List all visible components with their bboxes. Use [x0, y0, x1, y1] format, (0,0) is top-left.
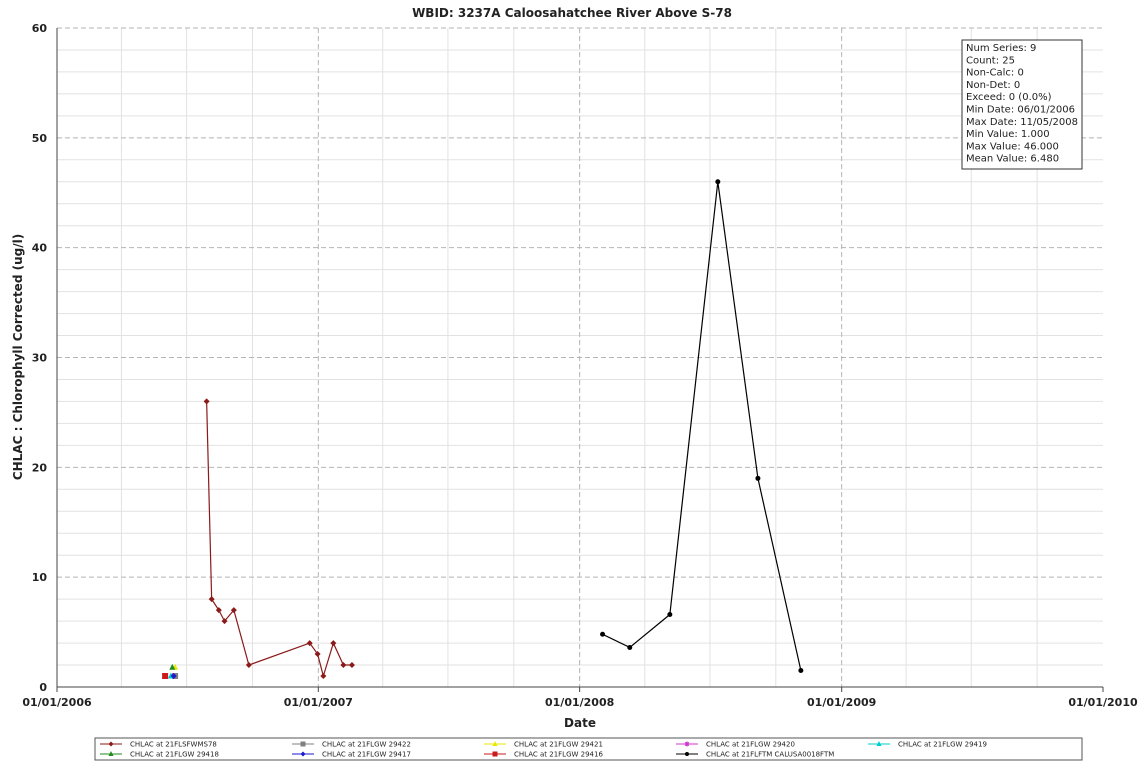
data-point: [230, 607, 237, 614]
x-axis-label: Date: [564, 716, 596, 730]
stats-box-frame: [961, 39, 1083, 170]
data-point: [876, 741, 882, 746]
data-point: [492, 751, 498, 757]
stats-line: Max Date: 11/05/2008: [966, 117, 1078, 128]
series-layer: [162, 179, 804, 680]
legend-item: CHLAC at 21FLFTM CALUSA0018FTM: [676, 751, 834, 759]
data-point: [300, 741, 306, 747]
stats-line: Max Value: 46.000: [966, 141, 1059, 152]
legend-label: CHLAC at 21FLGW 29417: [322, 751, 411, 759]
data-point: [600, 631, 606, 637]
legend-item: CHLAC at 21FLSFWMS78: [100, 741, 217, 749]
y-tick-label: 60: [32, 22, 48, 35]
x-tick-label: 01/01/2006: [22, 696, 92, 709]
stats-line: Non-Calc: 0: [966, 68, 1024, 79]
data-point: [667, 612, 673, 618]
y-axis-label: CHLAC : Chlorophyll Corrected (ug/l): [11, 234, 25, 480]
data-point: [314, 651, 321, 658]
legend-item: CHLAC at 21FLGW 29422: [292, 741, 411, 749]
y-tick-label: 40: [32, 242, 48, 255]
data-series: [169, 663, 176, 670]
x-axis-ticks: 01/01/2006 01/01/2007 01/01/2008 01/01/2009…: [22, 687, 1138, 709]
data-point: [108, 751, 114, 756]
legend-item: CHLAC at 21FLGW 29421: [484, 741, 603, 749]
legend-item: CHLAC at 21FLGW 29419: [868, 741, 987, 749]
legend-item: CHLAC at 21FLGW 29416: [484, 751, 603, 759]
legend: CHLAC at 21FLSFWMS78 CHLAC at 21FLGW 2942…: [94, 737, 1083, 761]
data-point: [340, 662, 347, 669]
legend-label: CHLAC at 21FLGW 29418: [130, 751, 219, 759]
data-point: [208, 596, 215, 603]
data-point-stroke: [684, 741, 690, 747]
data-point: [203, 398, 210, 405]
data-point: [108, 741, 114, 747]
data-point: [221, 618, 228, 625]
major-gridlines: [57, 27, 1103, 687]
legend-label: CHLAC at 21FLGW 29420: [706, 741, 795, 749]
data-point: [627, 644, 633, 650]
x-tick-label: 01/01/2009: [807, 696, 876, 709]
data-point: [300, 751, 306, 757]
y-tick-label: 30: [32, 352, 48, 365]
stats-line: Count: 25: [966, 55, 1015, 66]
y-tick-label: 50: [32, 132, 48, 145]
legend-label: CHLAC at 21FLFTM CALUSA0018FTM: [706, 751, 834, 759]
stats-line: Num Series: 9: [966, 43, 1036, 54]
data-point: [348, 662, 355, 669]
data-point: [684, 741, 690, 747]
chart-title: WBID: 3237A Caloosahatchee River Above S…: [412, 6, 732, 20]
data-point: [320, 673, 327, 680]
data-series: [170, 673, 177, 680]
data-point: [755, 475, 761, 481]
legend-label: CHLAC at 21FLGW 29422: [322, 741, 411, 749]
data-point: [162, 673, 169, 680]
y-axis-ticks: 0 10 20 30 40 50 60: [32, 22, 48, 694]
legend-label: CHLAC at 21FLSFWMS78: [130, 741, 217, 749]
series-line: [602, 181, 802, 671]
legend-item: CHLAC at 21FLGW 29418: [100, 751, 219, 759]
stats-line: Mean Value: 6.480: [966, 154, 1059, 165]
data-point: [798, 668, 804, 674]
legend-label: CHLAC at 21FLGW 29421: [514, 741, 603, 749]
legend-frame: [94, 737, 1083, 761]
stats-line: Exceed: 0 (0.0%): [966, 92, 1052, 103]
y-tick-label: 0: [39, 681, 47, 694]
data-point: [306, 640, 313, 647]
legend-item: CHLAC at 21FLGW 29417: [292, 751, 411, 759]
data-point: [245, 662, 252, 669]
data-series: [600, 179, 804, 674]
stats-line: Min Date: 06/01/2006: [966, 105, 1075, 116]
legend-label: CHLAC at 21FLGW 29419: [898, 741, 987, 749]
data-point: [170, 673, 177, 680]
legend-item: CHLAC at 21FLGW 29420: [676, 741, 795, 749]
stats-line: Non-Det: 0: [966, 80, 1020, 91]
stats-line: Min Value: 1.000: [966, 129, 1050, 140]
data-point: [215, 607, 222, 614]
x-tick-label: 01/01/2008: [545, 696, 614, 709]
x-tick-label: 01/01/2007: [284, 696, 353, 709]
data-point: [685, 752, 689, 756]
data-point: [330, 640, 337, 647]
data-series: [162, 673, 169, 680]
y-tick-label: 20: [32, 461, 48, 474]
data-point: [169, 663, 176, 670]
legend-label: CHLAC at 21FLGW 29416: [514, 751, 603, 759]
data-point: [715, 179, 721, 185]
series-line: [206, 401, 352, 679]
y-tick-label: 10: [32, 571, 48, 584]
x-tick-label: 01/01/2010: [1068, 696, 1138, 709]
data-series: [203, 398, 355, 680]
data-point: [492, 741, 498, 746]
